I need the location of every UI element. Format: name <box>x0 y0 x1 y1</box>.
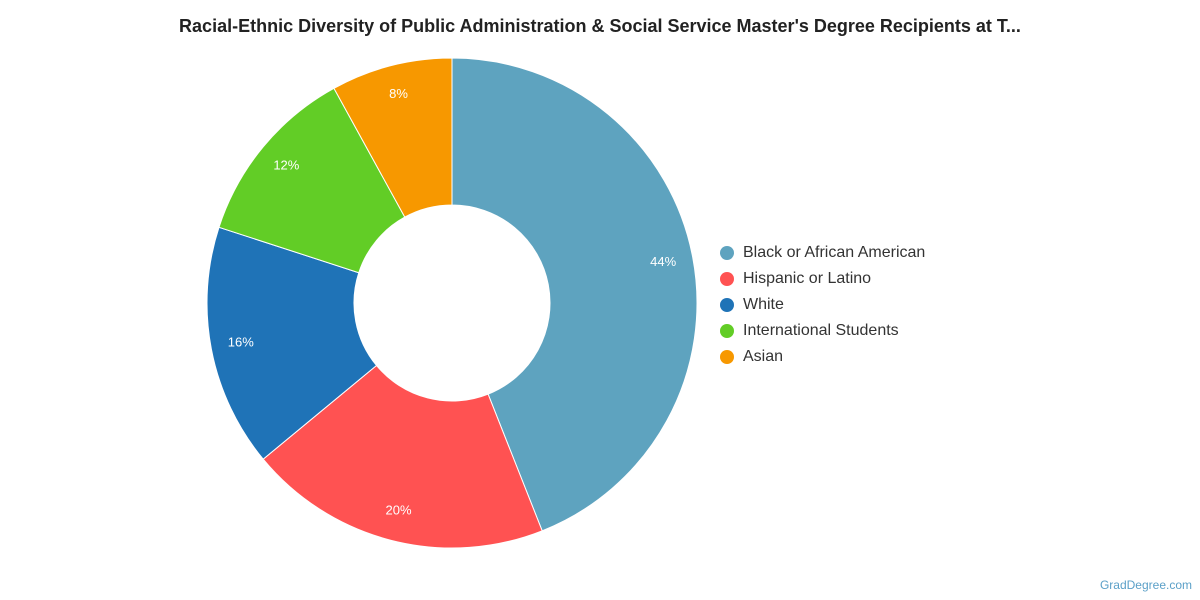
chart-title: Racial-Ethnic Diversity of Public Admini… <box>179 16 1021 36</box>
slice-hispanic-or-latino[interactable] <box>262 364 543 549</box>
slice-label-asian: 8% <box>389 86 408 101</box>
legend-label: International Students <box>743 322 899 339</box>
slice-label-white: 16% <box>228 335 254 350</box>
legend-item-international-students[interactable]: International Students <box>720 318 925 344</box>
chart-legend: Black or African American Hispanic or Lat… <box>720 240 925 370</box>
slice-black-or-african-american[interactable] <box>451 57 698 532</box>
source-credit[interactable]: GradDegree.com <box>1099 578 1192 592</box>
slice-label-international-students: 12% <box>273 157 299 172</box>
legend-label: Hispanic or Latino <box>743 270 872 287</box>
legend-swatch <box>720 272 734 286</box>
legend-item-hispanic-or-latino[interactable]: Hispanic or Latino <box>720 266 925 292</box>
slice-label-hispanic-or-latino: 20% <box>386 503 412 518</box>
legend-item-asian[interactable]: Asian <box>720 344 925 370</box>
legend-label: Asian <box>743 348 784 365</box>
slice-white[interactable] <box>206 226 378 460</box>
slice-international-students[interactable] <box>218 87 406 274</box>
legend-swatch <box>720 246 734 260</box>
legend-swatch <box>720 350 734 364</box>
legend-label: White <box>743 296 784 313</box>
legend-item-black-or-african-american[interactable]: Black or African American <box>720 240 925 266</box>
slice-label-black-or-african-american: 44% <box>650 254 676 269</box>
slice-asian[interactable] <box>333 57 453 218</box>
legend-item-white[interactable]: White <box>720 292 925 318</box>
legend-swatch <box>720 324 734 338</box>
legend-label: Black or African American <box>743 244 926 261</box>
legend-swatch <box>720 298 734 312</box>
